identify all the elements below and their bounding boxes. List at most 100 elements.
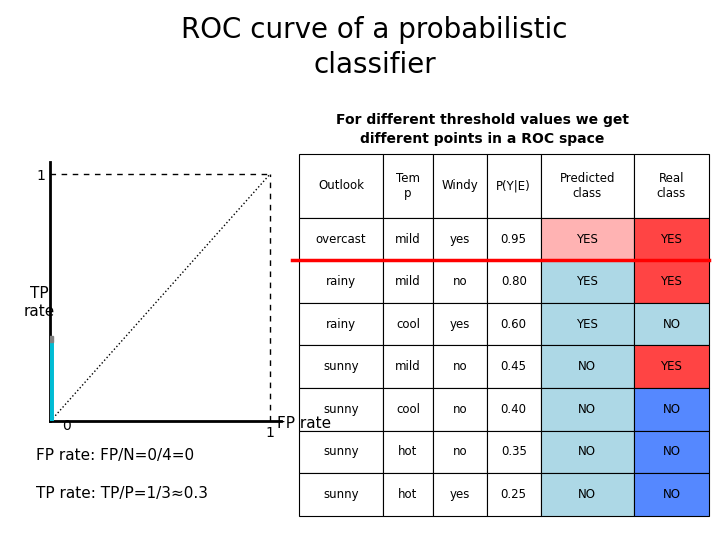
Point [705,257,714,264]
FancyBboxPatch shape [634,346,709,388]
Text: mild: mild [395,360,420,373]
Text: 0.40: 0.40 [500,403,527,416]
Text: mild: mild [395,233,420,246]
FancyBboxPatch shape [383,430,433,473]
Text: NO: NO [662,403,680,416]
Text: 0.35: 0.35 [501,446,526,458]
FancyBboxPatch shape [433,218,487,260]
Text: YES: YES [660,233,683,246]
Text: yes: yes [449,488,470,501]
Text: TP rate: TP/P=1/3≈0.3: TP rate: TP/P=1/3≈0.3 [36,486,208,501]
FancyBboxPatch shape [487,346,541,388]
Text: ROC curve of a probabilistic
classifier: ROC curve of a probabilistic classifier [181,16,567,79]
FancyBboxPatch shape [634,154,709,218]
FancyBboxPatch shape [541,260,634,303]
Text: no: no [452,275,467,288]
Text: NO: NO [662,488,680,501]
Text: NO: NO [578,446,596,458]
FancyBboxPatch shape [487,388,541,430]
FancyBboxPatch shape [299,388,383,430]
Text: Real
class: Real class [657,172,686,200]
FancyBboxPatch shape [541,346,634,388]
FancyBboxPatch shape [299,154,383,218]
FancyBboxPatch shape [299,218,383,260]
Text: YES: YES [576,233,598,246]
Text: yes: yes [449,233,470,246]
Text: overcast: overcast [315,233,366,246]
Point [287,257,296,264]
FancyBboxPatch shape [541,430,634,473]
Text: hot: hot [398,446,418,458]
Text: YES: YES [576,318,598,330]
FancyBboxPatch shape [383,473,433,516]
Text: Tem
p: Tem p [396,172,420,200]
FancyBboxPatch shape [299,430,383,473]
Text: no: no [452,403,467,416]
Text: 0.60: 0.60 [500,318,527,330]
FancyBboxPatch shape [541,218,634,260]
FancyBboxPatch shape [433,430,487,473]
Text: hot: hot [398,488,418,501]
Text: cool: cool [396,318,420,330]
FancyBboxPatch shape [299,260,383,303]
FancyBboxPatch shape [383,218,433,260]
Text: For different threshold values we get
different points in a ROC space: For different threshold values we get di… [336,113,629,146]
FancyBboxPatch shape [433,473,487,516]
Text: sunny: sunny [323,488,359,501]
Text: no: no [452,360,467,373]
Text: NO: NO [662,318,680,330]
FancyBboxPatch shape [634,388,709,430]
Text: YES: YES [576,275,598,288]
Text: NO: NO [662,446,680,458]
Text: 0.45: 0.45 [500,360,527,373]
Text: Outlook: Outlook [318,179,364,192]
Text: YES: YES [660,275,683,288]
FancyBboxPatch shape [383,260,433,303]
FancyBboxPatch shape [383,154,433,218]
FancyBboxPatch shape [383,388,433,430]
FancyBboxPatch shape [487,260,541,303]
Text: FP rate: FP/N=0/4=0: FP rate: FP/N=0/4=0 [36,448,194,463]
FancyBboxPatch shape [383,346,433,388]
FancyBboxPatch shape [634,303,709,346]
Text: yes: yes [449,318,470,330]
FancyBboxPatch shape [487,154,541,218]
FancyBboxPatch shape [487,430,541,473]
Text: P(Y|E): P(Y|E) [496,179,531,192]
Text: 0.80: 0.80 [501,275,526,288]
FancyBboxPatch shape [487,473,541,516]
FancyBboxPatch shape [541,303,634,346]
Text: rainy: rainy [326,275,356,288]
FancyBboxPatch shape [487,303,541,346]
Text: YES: YES [660,360,683,373]
Text: sunny: sunny [323,360,359,373]
Text: Predicted
class: Predicted class [559,172,615,200]
FancyBboxPatch shape [634,430,709,473]
FancyBboxPatch shape [634,218,709,260]
Text: NO: NO [578,360,596,373]
FancyBboxPatch shape [433,303,487,346]
Text: 0.25: 0.25 [500,488,527,501]
Text: 0: 0 [63,418,71,433]
FancyBboxPatch shape [433,154,487,218]
FancyBboxPatch shape [299,473,383,516]
FancyBboxPatch shape [487,218,541,260]
Text: Windy: Windy [441,179,478,192]
FancyBboxPatch shape [541,473,634,516]
FancyBboxPatch shape [541,388,634,430]
FancyBboxPatch shape [299,303,383,346]
FancyBboxPatch shape [541,154,634,218]
Text: NO: NO [578,488,596,501]
Text: cool: cool [396,403,420,416]
Text: FP rate: FP rate [277,416,331,431]
Text: 0.95: 0.95 [500,233,527,246]
Text: NO: NO [578,403,596,416]
Text: mild: mild [395,275,420,288]
Text: TP
rate: TP rate [24,286,55,319]
Text: sunny: sunny [323,403,359,416]
FancyBboxPatch shape [433,388,487,430]
FancyBboxPatch shape [433,260,487,303]
Text: sunny: sunny [323,446,359,458]
Text: no: no [452,446,467,458]
FancyBboxPatch shape [383,303,433,346]
